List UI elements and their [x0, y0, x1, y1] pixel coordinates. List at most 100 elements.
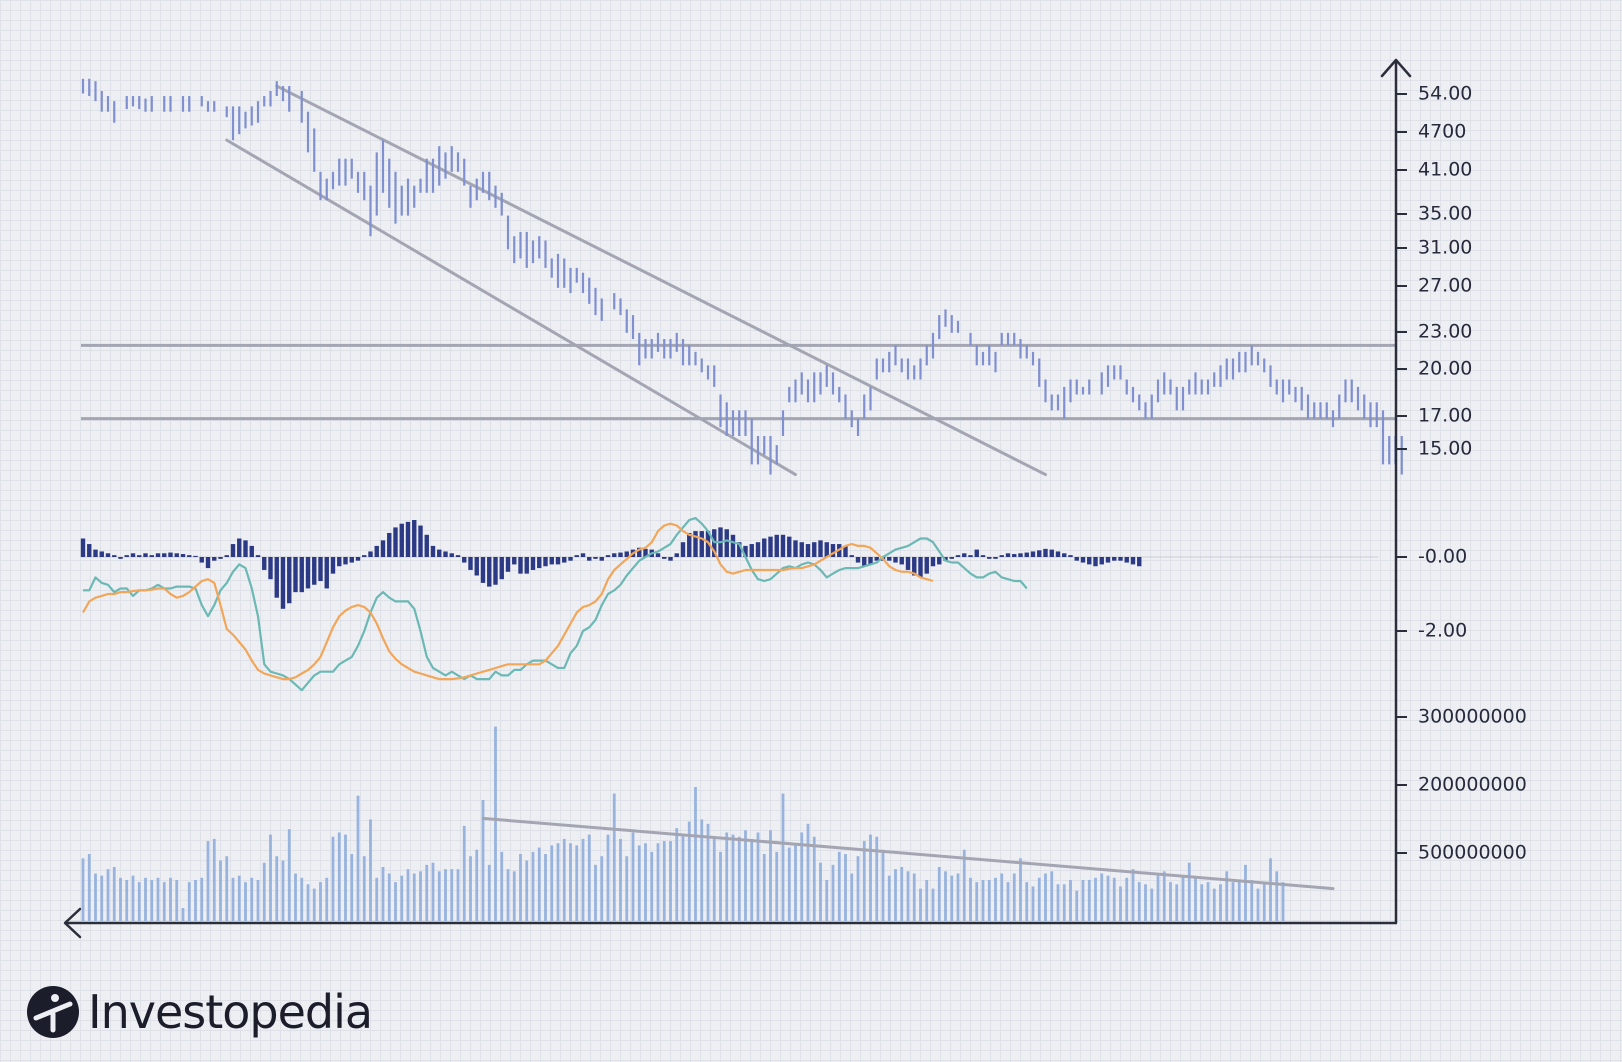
macd-histogram-bar	[912, 557, 917, 576]
volume-bar	[287, 829, 291, 921]
macd-histogram-bar	[180, 554, 186, 557]
macd-histogram-bar	[143, 553, 148, 557]
volume-bar	[144, 877, 147, 921]
macd-histogram-bar	[224, 555, 229, 557]
volume-bar	[1037, 877, 1041, 921]
volume-bar	[1137, 882, 1141, 921]
volume-bar	[387, 873, 391, 921]
volume-bar	[819, 862, 822, 921]
macd-histogram-bar	[843, 545, 848, 557]
macd-histogram-bar	[524, 557, 529, 574]
volume-bar	[281, 860, 285, 921]
macd-histogram-bar	[818, 540, 823, 557]
macd-histogram-bar	[930, 557, 936, 567]
volume-bar	[987, 879, 991, 921]
volume-bar	[1181, 875, 1185, 921]
macd-histogram-bar	[137, 555, 142, 557]
volume-bar	[500, 851, 504, 921]
macd-histogram-bar	[862, 557, 867, 567]
volume-bar	[787, 847, 791, 921]
volume-bar	[681, 834, 685, 921]
macd-histogram-bar	[249, 545, 254, 557]
volume-bar	[975, 882, 979, 921]
volume-bar	[1000, 873, 1004, 921]
volume-bar	[694, 787, 697, 921]
volume-bar	[275, 856, 279, 921]
macd-histogram-bar	[424, 534, 429, 557]
macd-histogram-bar	[112, 555, 117, 557]
price-tick-label: 17.00	[1418, 405, 1472, 427]
volume-bar	[1162, 871, 1166, 921]
volume-bar	[362, 856, 366, 921]
volume-bar	[419, 871, 422, 921]
volume-bar	[344, 834, 347, 921]
volume-bar	[112, 867, 116, 921]
macd-histogram-bar	[487, 557, 492, 587]
macd-histogram-bar	[543, 557, 548, 567]
macd-histogram-bar	[174, 553, 179, 557]
volume-bar	[506, 869, 510, 921]
volume-bar	[937, 867, 941, 921]
volume-bar	[412, 873, 416, 921]
macd-histogram-bar	[274, 557, 279, 598]
volume-bar	[750, 838, 754, 921]
brand-name: Investopedia	[88, 985, 373, 1039]
volume-bar	[906, 871, 910, 921]
macd-histogram-bar	[1093, 557, 1098, 567]
macd-histogram-bar	[518, 557, 523, 574]
volume-bar	[1019, 858, 1022, 921]
volume-bar	[894, 869, 897, 921]
volume-bar	[337, 832, 341, 921]
volume-bar	[269, 834, 272, 921]
macd-histogram-bar	[512, 557, 517, 565]
channel-upper-trendline	[275, 84, 1047, 477]
volume-bar	[806, 823, 810, 921]
volume-bar	[600, 856, 604, 921]
volume-bar	[637, 845, 641, 921]
macd-histogram-bar	[737, 542, 742, 557]
volume-bar	[469, 856, 472, 921]
volume-bar	[200, 877, 204, 921]
volume-bar	[150, 879, 154, 921]
volume-bar	[719, 851, 722, 921]
volume-bar	[531, 851, 535, 921]
macd-histogram-bar	[293, 557, 298, 593]
volume-bar	[462, 825, 466, 921]
volume-bar	[1231, 882, 1235, 921]
volume-bar	[725, 832, 729, 921]
macd-histogram-bar	[80, 538, 86, 557]
volume-bar	[931, 888, 935, 921]
macd-histogram-bar	[612, 553, 617, 557]
macd-histogram-bar	[587, 557, 592, 561]
volume-bar	[1225, 871, 1229, 921]
macd-histogram-bar	[468, 557, 473, 570]
macd-histogram-bar	[99, 551, 104, 557]
macd-histogram-bar	[1012, 554, 1017, 557]
volume-bar	[100, 875, 104, 921]
macd-histogram-bar	[1137, 557, 1142, 567]
volume-bar	[1212, 888, 1216, 921]
macd-histogram-bar	[655, 553, 661, 557]
volume-bar	[1075, 890, 1079, 921]
macd-histogram-bar	[799, 542, 804, 557]
macd-histogram-bar	[118, 557, 123, 559]
macd-histogram-bar	[343, 557, 348, 565]
macd-histogram-bar	[599, 557, 604, 561]
macd-histogram-bar	[480, 557, 486, 583]
volume-bar	[650, 851, 654, 921]
volume-bar	[700, 819, 704, 921]
volume-bar	[675, 828, 679, 921]
volume-bar	[1056, 884, 1060, 921]
macd-histogram-bar	[1099, 557, 1104, 565]
volume-bar	[231, 877, 235, 921]
volume-bar	[162, 882, 166, 921]
volume-bar	[212, 838, 216, 921]
macd-histogram-bar	[974, 549, 979, 557]
macd-histogram-bar	[205, 557, 211, 569]
volume-bar	[444, 869, 447, 921]
volume-bar	[494, 726, 497, 921]
volume-bar	[831, 864, 835, 921]
macd-histogram-bar	[237, 538, 242, 557]
macd-histogram-bar	[874, 557, 879, 561]
